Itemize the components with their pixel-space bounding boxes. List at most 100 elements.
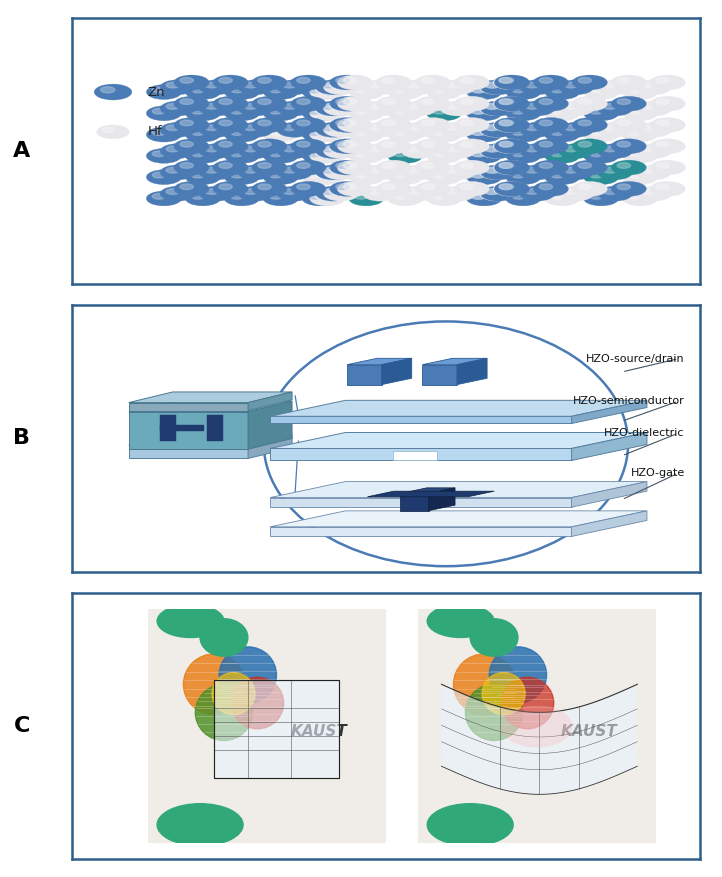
Circle shape: [219, 77, 232, 83]
Circle shape: [376, 160, 412, 175]
Circle shape: [258, 162, 271, 168]
Circle shape: [337, 118, 373, 132]
Circle shape: [622, 191, 658, 206]
Circle shape: [329, 146, 343, 152]
Circle shape: [355, 194, 368, 199]
Circle shape: [238, 101, 273, 116]
Circle shape: [597, 80, 632, 95]
Ellipse shape: [157, 605, 224, 638]
Circle shape: [551, 87, 564, 93]
Circle shape: [526, 189, 539, 195]
Circle shape: [174, 182, 209, 196]
Circle shape: [393, 109, 407, 114]
Circle shape: [482, 673, 525, 715]
Circle shape: [160, 101, 196, 116]
Ellipse shape: [470, 619, 518, 656]
Circle shape: [636, 101, 671, 116]
Circle shape: [526, 168, 539, 173]
Circle shape: [565, 146, 578, 152]
Circle shape: [500, 184, 513, 189]
Circle shape: [362, 101, 398, 116]
Circle shape: [583, 191, 619, 206]
Circle shape: [199, 165, 234, 180]
Circle shape: [534, 96, 568, 111]
Circle shape: [376, 118, 412, 132]
Circle shape: [493, 75, 529, 90]
FancyBboxPatch shape: [393, 451, 437, 460]
Circle shape: [316, 186, 351, 201]
Polygon shape: [422, 365, 457, 385]
Circle shape: [471, 130, 484, 135]
Circle shape: [473, 151, 486, 157]
Circle shape: [230, 194, 243, 199]
Polygon shape: [270, 481, 647, 497]
Circle shape: [578, 184, 591, 189]
Circle shape: [336, 120, 349, 125]
Circle shape: [446, 82, 460, 88]
Circle shape: [180, 77, 193, 83]
Circle shape: [277, 186, 312, 201]
Circle shape: [539, 99, 552, 104]
Circle shape: [407, 168, 421, 173]
Circle shape: [376, 96, 412, 111]
Circle shape: [650, 96, 685, 111]
Circle shape: [617, 141, 630, 147]
Circle shape: [213, 160, 248, 175]
Circle shape: [349, 127, 384, 142]
Circle shape: [604, 146, 617, 152]
Circle shape: [558, 101, 593, 116]
Circle shape: [558, 80, 593, 95]
Circle shape: [269, 151, 282, 157]
Circle shape: [466, 127, 500, 142]
Circle shape: [258, 120, 271, 125]
Circle shape: [487, 189, 500, 195]
Circle shape: [401, 101, 437, 116]
Text: A: A: [13, 140, 30, 160]
Circle shape: [336, 184, 349, 189]
Circle shape: [316, 109, 329, 114]
Circle shape: [316, 172, 329, 178]
Circle shape: [407, 103, 421, 110]
Circle shape: [481, 80, 516, 95]
Circle shape: [368, 146, 382, 152]
Circle shape: [479, 186, 514, 201]
Circle shape: [302, 191, 337, 206]
Polygon shape: [401, 488, 455, 494]
Circle shape: [539, 141, 552, 147]
Circle shape: [589, 130, 603, 135]
Circle shape: [368, 82, 382, 88]
Circle shape: [597, 186, 632, 201]
Circle shape: [611, 96, 646, 111]
Circle shape: [544, 148, 580, 163]
Text: HZO-semiconductor: HZO-semiconductor: [573, 396, 684, 406]
Circle shape: [611, 118, 646, 132]
Circle shape: [269, 130, 282, 135]
Circle shape: [440, 186, 476, 201]
Circle shape: [316, 87, 329, 93]
Circle shape: [622, 106, 658, 121]
Circle shape: [329, 82, 343, 88]
Circle shape: [415, 75, 451, 90]
Bar: [214, 680, 339, 778]
Circle shape: [225, 106, 259, 121]
Circle shape: [330, 182, 365, 196]
Circle shape: [238, 80, 273, 95]
Circle shape: [493, 160, 529, 175]
Circle shape: [589, 109, 603, 114]
Circle shape: [277, 123, 312, 137]
Circle shape: [323, 123, 359, 137]
Circle shape: [166, 168, 180, 173]
Circle shape: [636, 123, 671, 137]
Circle shape: [636, 144, 671, 159]
Circle shape: [186, 191, 220, 206]
Circle shape: [578, 141, 591, 147]
Circle shape: [460, 141, 474, 147]
Circle shape: [219, 141, 232, 147]
Circle shape: [376, 75, 412, 90]
Circle shape: [495, 160, 529, 175]
Circle shape: [191, 87, 204, 93]
Circle shape: [329, 103, 343, 110]
Circle shape: [534, 139, 568, 153]
Circle shape: [473, 172, 486, 178]
Circle shape: [519, 101, 554, 116]
